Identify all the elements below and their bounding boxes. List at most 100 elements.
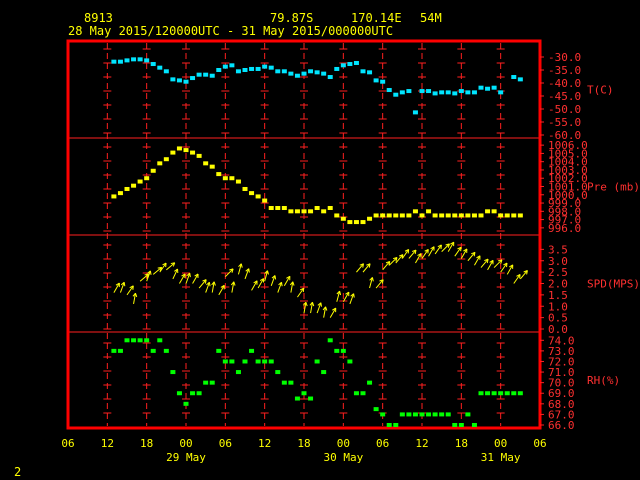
data-point (458, 423, 464, 427)
station-lat: 79.87S (270, 11, 314, 25)
data-point (262, 359, 268, 364)
data-point (334, 348, 340, 353)
data-point (157, 65, 163, 70)
data-point (163, 348, 169, 353)
data-point (412, 412, 418, 417)
wind-arrow-shaft (277, 282, 283, 293)
wind-arrow (369, 277, 374, 289)
wind-arrow-head (369, 277, 373, 281)
wind-arrow-head (204, 279, 207, 284)
data-point (334, 66, 340, 71)
wind-arrow-shaft (231, 281, 235, 293)
wind-arrow-head (181, 273, 186, 277)
wind-arrow-head (476, 255, 481, 259)
data-point (117, 191, 123, 196)
y-tick-label: 998.0 (548, 205, 581, 218)
data-point (209, 380, 215, 385)
data-point (471, 90, 477, 95)
wind-arrow-shaft (159, 262, 167, 273)
wind-arrow-shaft (454, 246, 462, 257)
station-id: 8913 (84, 11, 113, 25)
wind-arrow (460, 248, 468, 259)
data-point (281, 206, 287, 211)
data-point (262, 64, 268, 69)
data-point (294, 73, 300, 78)
wind-arrow-shaft (297, 287, 305, 298)
data-point (255, 66, 261, 71)
wind-arrow (375, 279, 384, 289)
wind-arrow-shaft (224, 268, 234, 278)
wind-arrow (159, 262, 167, 273)
wind-arrow-head (213, 281, 216, 286)
data-point (190, 391, 196, 396)
data-point (471, 213, 477, 218)
wind-arrow-head (366, 263, 371, 266)
wind-arrow-shaft (388, 257, 398, 266)
data-point (412, 209, 418, 214)
data-point (137, 179, 143, 184)
wind-arrow-head (230, 281, 235, 286)
wind-arrow (264, 270, 269, 282)
x-day-label: 31 May (481, 451, 521, 464)
y-tick-label: -45.0 (548, 90, 581, 103)
data-point (419, 412, 425, 417)
data-point (426, 89, 432, 94)
wind-arrow-head (211, 281, 215, 286)
wind-arrow-head (149, 270, 152, 275)
data-point (432, 91, 438, 96)
wind-arrow (441, 243, 450, 253)
wind-arrow-head (174, 268, 178, 272)
data-point (478, 213, 484, 218)
wind-arrow-shaft (133, 293, 136, 305)
wind-arrow-head (417, 253, 422, 257)
data-point (242, 186, 248, 191)
data-point (465, 213, 471, 218)
data-point (308, 396, 314, 401)
y-tick-label: 1001.0 (548, 181, 588, 194)
data-point (242, 359, 248, 364)
wind-arrow (119, 281, 126, 293)
wind-arrow-head (286, 275, 291, 279)
wind-arrow-head (388, 261, 391, 266)
data-point (321, 209, 327, 214)
y-tick-label: 3.0 (548, 255, 568, 268)
wind-arrow (454, 246, 462, 257)
data-point (458, 213, 464, 218)
time-range: 28 May 2015/120000UTC - 31 May 2015/0000… (68, 24, 394, 38)
wind-arrow-head (322, 306, 326, 311)
data-point (367, 70, 373, 75)
data-point (340, 63, 346, 68)
data-point (491, 209, 497, 214)
data-point (406, 412, 412, 417)
wind-arrow-head (509, 264, 513, 268)
data-point (517, 77, 523, 82)
y-tick-label: 999.0 (548, 197, 581, 210)
wind-arrow-head (146, 273, 150, 279)
wind-arrow-shaft (185, 272, 191, 284)
wind-arrow-head (489, 259, 494, 263)
wind-arrow-head (395, 257, 398, 262)
wind-arrow-head (353, 293, 355, 298)
wind-arrow (434, 244, 442, 255)
wind-arrow-shaft (460, 248, 468, 259)
data-point (222, 64, 228, 69)
wind-arrow-shaft (493, 259, 503, 268)
data-point (360, 391, 366, 396)
data-point (353, 391, 359, 396)
wind-arrow-head (371, 277, 374, 282)
data-point (419, 213, 425, 218)
data-point (268, 206, 274, 211)
data-point (458, 89, 464, 94)
data-point (340, 216, 346, 221)
wind-arrow-shaft (310, 302, 313, 314)
wind-arrow-head (281, 282, 283, 287)
wind-arrow-shaft (375, 279, 384, 289)
data-point (517, 391, 523, 396)
wind-arrow-head (500, 259, 503, 264)
wind-arrow (329, 307, 337, 318)
station-elevation: 54M (420, 11, 442, 25)
data-point (452, 91, 458, 96)
wind-arrow-shaft (303, 302, 307, 314)
wind-arrow-shaft (244, 268, 250, 280)
wind-arrow-head (289, 281, 294, 286)
